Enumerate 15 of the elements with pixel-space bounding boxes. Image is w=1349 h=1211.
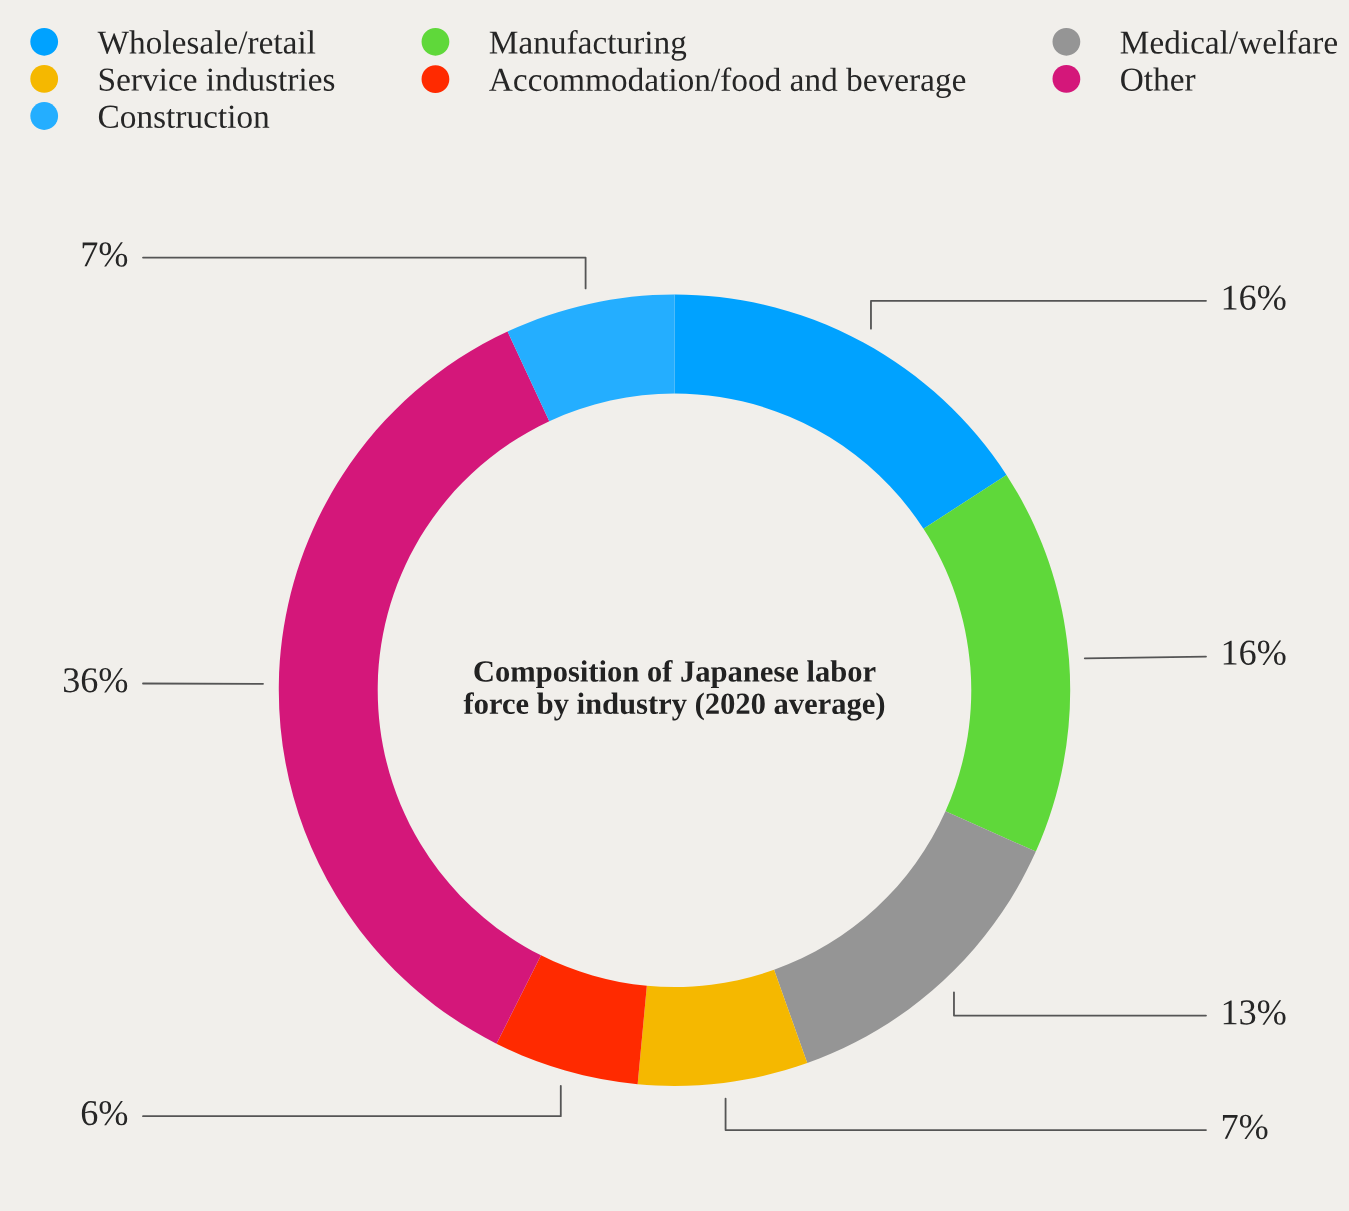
data-label: 13% bbox=[1223, 1000, 1286, 1025]
legend-label: Construction bbox=[98, 105, 270, 128]
data-label: 7% bbox=[82, 242, 128, 267]
legend-label: Service industries bbox=[99, 67, 335, 91]
data-label: 16% bbox=[1223, 640, 1286, 665]
data-label: 6% bbox=[81, 1100, 128, 1126]
legend-label: Manufacturing bbox=[489, 30, 687, 61]
legend-label: Other bbox=[1121, 67, 1196, 91]
data-label: 16% bbox=[1223, 285, 1286, 310]
data-label: 36% bbox=[63, 668, 128, 693]
data-label: 7% bbox=[1222, 1114, 1268, 1140]
legend-label: Medical/welfare bbox=[1120, 30, 1337, 54]
legend-label: Wholesale/retail bbox=[97, 30, 316, 54]
text: Composition of Japanese labor force by industry (2020 average) bbox=[463, 659, 885, 721]
legend-label: Accommodation/food and beverage bbox=[489, 67, 966, 98]
